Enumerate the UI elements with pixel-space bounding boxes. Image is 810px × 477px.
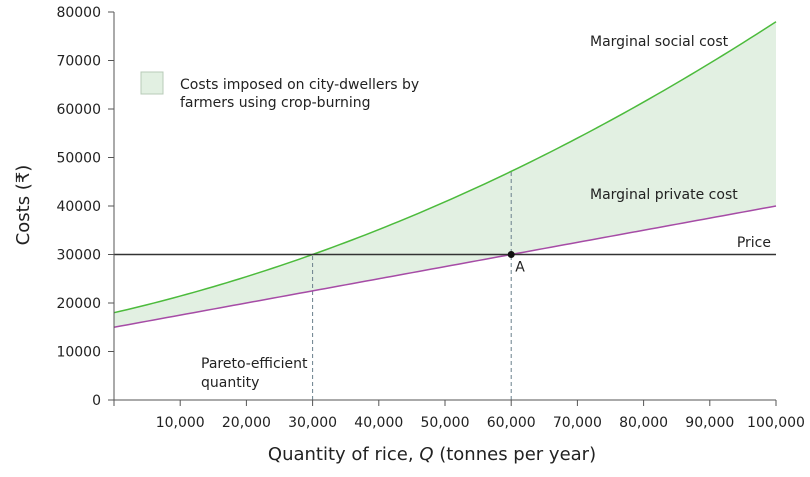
y-tick-label: 60000 [56, 102, 101, 118]
x-tick-label: 50,000 [421, 415, 470, 431]
y-tick-label: 10000 [56, 345, 101, 361]
point-marker [507, 251, 515, 258]
x-tick-label: 20,000 [222, 415, 271, 431]
y-axis-label: Costs (₹) [13, 165, 34, 246]
legend-swatch [140, 71, 164, 95]
series-label: Marginal private cost [590, 187, 738, 203]
y-tick-label: 20000 [56, 296, 101, 312]
point-label: A [515, 260, 525, 276]
x-tick-label: 80,000 [619, 415, 668, 431]
y-tick-label: 40000 [56, 199, 101, 215]
x-tick-label: 30,000 [288, 415, 337, 431]
shaded-area [114, 21, 776, 328]
series-line-marginal-private-cost [113, 205, 777, 328]
x-tick-label: 100,000 [747, 415, 805, 431]
legend-label: Costs imposed on city-dwellers by [180, 77, 419, 93]
x-tick-label: 60,000 [487, 415, 536, 431]
x-tick-label: 40,000 [354, 415, 403, 431]
series-label: Marginal social cost [590, 34, 729, 50]
x-axis-label: Quantity of rice, Q (tonnes per year) [268, 444, 596, 465]
y-tick-label: 30000 [56, 248, 101, 264]
x-tick-label: 90,000 [685, 415, 734, 431]
x-tick-label: 70,000 [553, 415, 602, 431]
y-tick-label: 80000 [56, 5, 101, 21]
annotation-label: Pareto-efficient [201, 356, 308, 372]
y-tick-label: 50000 [56, 151, 101, 167]
series-line-marginal-social-cost [113, 21, 777, 314]
y-tick-label: 70000 [56, 54, 101, 70]
legend-label-line2: farmers using crop-burning [180, 95, 370, 111]
annotation-label-line2: quantity [201, 375, 259, 391]
x-tick-label: 10,000 [156, 415, 205, 431]
y-tick-label: 0 [92, 393, 101, 409]
series-label: Price [737, 235, 771, 251]
